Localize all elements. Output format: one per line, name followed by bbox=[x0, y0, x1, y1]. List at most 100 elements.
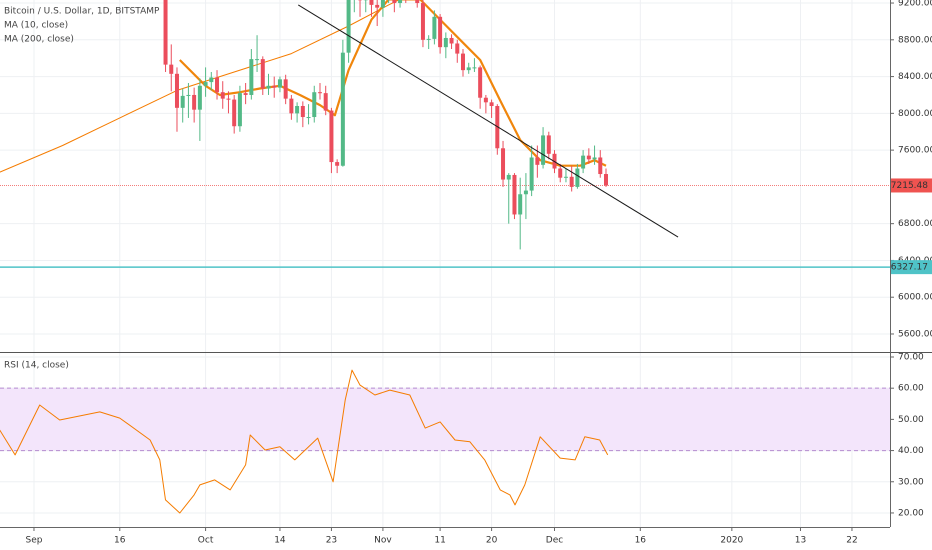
candle-body bbox=[392, 0, 397, 4]
candle-body bbox=[169, 64, 174, 74]
candle-body bbox=[432, 16, 437, 39]
moving-average-line bbox=[0, 0, 400, 173]
candle-body bbox=[243, 93, 248, 95]
candle-body bbox=[472, 67, 477, 69]
price-badge-label: 7215.48 bbox=[891, 181, 928, 191]
candle-body bbox=[329, 110, 334, 163]
candle-body bbox=[203, 82, 208, 86]
candle-body bbox=[426, 38, 431, 40]
candle-body bbox=[529, 157, 534, 191]
candle-body bbox=[523, 190, 528, 195]
rsi-title: RSI (14, close) bbox=[4, 361, 69, 371]
candle-body bbox=[592, 157, 597, 160]
y-tick-label: 8400.00 bbox=[898, 72, 932, 82]
candle-body bbox=[260, 59, 265, 89]
legend-entry: MA (10, close) bbox=[4, 21, 68, 31]
axes: 9200.00 8800.00 8400.00 8000.00 7600.00 6800.… bbox=[25, 0, 932, 546]
x-tick-label: 14 bbox=[274, 536, 286, 546]
candle-body bbox=[558, 168, 563, 178]
candle-body bbox=[603, 174, 608, 186]
candle-body bbox=[586, 155, 591, 160]
candle-body bbox=[197, 85, 202, 110]
candle-body bbox=[295, 105, 300, 114]
candle-body bbox=[340, 52, 345, 166]
candle-body bbox=[323, 93, 328, 111]
candle-body bbox=[283, 79, 288, 99]
candle-body bbox=[581, 155, 586, 169]
candle-body bbox=[300, 105, 305, 118]
x-tick-label: 23 bbox=[326, 536, 337, 546]
x-tick-label: 16 bbox=[114, 536, 126, 546]
candle-body bbox=[255, 59, 260, 61]
candle-body bbox=[226, 98, 231, 100]
candle-body bbox=[174, 73, 179, 108]
candle-body bbox=[335, 162, 340, 166]
x-tick-label: 20 bbox=[486, 536, 498, 546]
candle-body bbox=[541, 135, 546, 165]
y-tick-label: 5600.00 bbox=[898, 329, 932, 339]
chart-title: Bitcoin / U.S. Dollar, 1D, BITSTAMP bbox=[4, 7, 160, 17]
candle-body bbox=[317, 92, 322, 94]
candle-body bbox=[380, 0, 385, 8]
candle-body bbox=[466, 67, 471, 71]
candle-body bbox=[272, 85, 277, 88]
price-badge-label: 6327.17 bbox=[891, 263, 928, 273]
candle-body bbox=[215, 77, 220, 93]
candle-body bbox=[546, 135, 551, 154]
x-tick-label: Sep bbox=[25, 536, 42, 546]
candle-body bbox=[186, 94, 191, 96]
candle-body bbox=[598, 157, 603, 175]
candle-body bbox=[478, 67, 483, 98]
candle-body bbox=[306, 117, 311, 119]
x-tick-label: Dec bbox=[546, 536, 563, 546]
y-tick-label: 40.00 bbox=[898, 446, 924, 456]
candle-body bbox=[563, 176, 568, 178]
candle-body bbox=[415, 0, 420, 4]
candle-body bbox=[443, 37, 448, 48]
candle-body bbox=[506, 174, 511, 180]
candle-body bbox=[249, 59, 254, 95]
y-tick-label: 8800.00 bbox=[898, 35, 932, 45]
candle-body bbox=[460, 53, 465, 71]
y-tick-label: 7600.00 bbox=[898, 146, 932, 156]
x-tick-label: 22 bbox=[846, 536, 857, 546]
candle-body bbox=[369, 0, 374, 5]
candle-body bbox=[569, 176, 574, 187]
x-tick-label: 13 bbox=[795, 536, 806, 546]
rsi-band bbox=[0, 388, 890, 451]
price-grid bbox=[0, 0, 890, 352]
candle-body bbox=[575, 168, 580, 187]
y-tick-label: 8000.00 bbox=[898, 109, 932, 119]
x-tick-label: Nov bbox=[374, 536, 392, 546]
candle-body bbox=[163, 0, 168, 65]
candle-body bbox=[501, 148, 506, 180]
trend-line bbox=[297, 4, 679, 238]
legend-entry: MA (200, close) bbox=[4, 35, 74, 45]
candle-body bbox=[489, 102, 494, 106]
candle-body bbox=[277, 79, 282, 88]
y-tick-label: 70.00 bbox=[898, 352, 924, 362]
y-tick-label: 6800.00 bbox=[898, 219, 932, 229]
x-tick-label: 11 bbox=[434, 536, 445, 546]
candle-body bbox=[438, 16, 443, 48]
candle-body bbox=[535, 157, 540, 165]
y-tick-label: 50.00 bbox=[898, 415, 924, 425]
price-plot bbox=[0, 0, 890, 268]
candle-body bbox=[312, 92, 317, 118]
y-tick-label: 30.00 bbox=[898, 477, 924, 487]
candle-body bbox=[232, 99, 237, 127]
y-tick-label: 6000.00 bbox=[898, 293, 932, 303]
candle-body bbox=[449, 37, 454, 44]
x-tick-label: 16 bbox=[635, 536, 647, 546]
candle-body bbox=[346, 0, 351, 53]
candle-body bbox=[455, 43, 460, 54]
candle-body bbox=[237, 93, 242, 127]
y-tick-label: 20.00 bbox=[898, 508, 924, 518]
y-tick-label: 60.00 bbox=[898, 384, 924, 394]
candle-body bbox=[209, 77, 214, 83]
candle-body bbox=[192, 94, 197, 110]
candle-body bbox=[375, 4, 380, 8]
rsi-line bbox=[0, 369, 609, 514]
